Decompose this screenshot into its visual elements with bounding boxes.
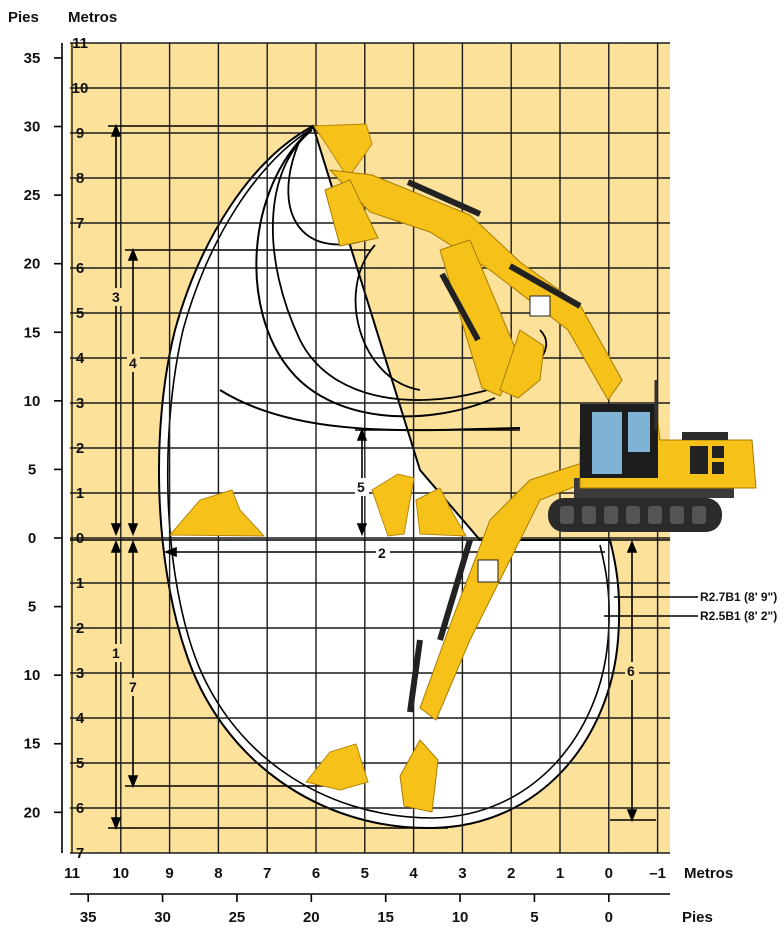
meter-tick-label: 4: [76, 710, 85, 727]
legend-inner-boom: R2.5B1 (8' 2"): [700, 609, 777, 623]
curl-path-1: [255, 129, 496, 418]
meter-tick-label: 1: [76, 575, 84, 592]
feet-tick-label-bottom: 20: [303, 909, 320, 926]
meter-tick-label: 7: [76, 845, 84, 862]
meter-tick-label: 4: [76, 350, 85, 367]
feet-tick-label: 20: [24, 256, 41, 273]
feet-tick-label: 5: [28, 461, 36, 478]
meter-tick-label-bottom: 10: [112, 865, 129, 882]
feet-tick-label: 15: [24, 736, 41, 753]
meter-tick-label-bottom: 8: [214, 865, 222, 882]
dimension-numbers: 3 4 1 7 5 2 6: [110, 288, 639, 696]
meter-tick-label: 6: [76, 260, 84, 277]
meter-tick-label-bottom: –1: [649, 865, 666, 882]
meter-tick-label: 5: [76, 305, 84, 322]
feet-tick-label-bottom: 15: [377, 909, 394, 926]
feet-tick-label: 35: [24, 50, 41, 67]
feet-header-top: Pies: [8, 9, 39, 26]
feet-tick-label: 10: [24, 393, 41, 410]
meter-tick-label-bottom: 6: [312, 865, 320, 882]
meter-tick-label-bottom: 1: [556, 865, 564, 882]
meter-tick-label: 3: [76, 665, 84, 682]
feet-tick-label: 0: [28, 530, 36, 547]
outer-reach-envelope: [158, 124, 621, 830]
feet-label-bottom: Pies: [682, 909, 713, 926]
excavator-body: [548, 380, 757, 532]
meter-tick-label: 2: [76, 620, 84, 637]
meter-tick-label-bottom: 4: [409, 865, 418, 882]
meter-tick-label: 3: [76, 395, 84, 412]
feet-tick-label: 15: [24, 324, 41, 341]
dimension-label-5: 5: [357, 479, 365, 495]
feet-tick-label: 10: [24, 667, 41, 684]
meter-tick-label-bottom: 5: [361, 865, 369, 882]
feet-tick-label: 25: [24, 187, 41, 204]
meter-tick-label: 8: [76, 170, 84, 187]
bucket-positions: [168, 123, 467, 791]
feet-tick-label-bottom: 30: [154, 909, 171, 926]
feet-tick-label-bottom: 25: [229, 909, 246, 926]
feet-tick-label-bottom: 35: [80, 909, 97, 926]
dimension-label-7: 7: [129, 679, 137, 695]
meter-tick-label-bottom: 0: [605, 865, 613, 882]
digging-front-linkage: [399, 461, 593, 813]
raised-front-linkage: [324, 169, 623, 401]
meter-tick-label-bottom: 2: [507, 865, 515, 882]
meter-tick-label: 1: [76, 485, 84, 502]
feet-tick-label-bottom: 5: [530, 909, 538, 926]
meter-tick-label: 7: [76, 215, 84, 232]
legend-outer-boom: R2.7B1 (8' 9"): [700, 590, 777, 604]
feet-tick-label: 5: [28, 599, 36, 616]
reference-lines: [70, 125, 670, 829]
meter-tick-label-bottom: 9: [165, 865, 173, 882]
meter-tick-label: 11: [72, 35, 88, 52]
dimension-label-2: 2: [378, 545, 386, 561]
dimension-arrows: [110, 123, 638, 831]
meter-tick-label: 10: [72, 80, 89, 97]
meter-tick-label: 5: [76, 755, 84, 772]
meter-tick-label: 2: [76, 440, 84, 457]
feet-tick-label: 20: [24, 804, 41, 821]
meter-tick-label: 0: [76, 530, 84, 547]
inner-reach-envelope: [166, 125, 610, 819]
feet-tick-label-bottom: 0: [605, 909, 613, 926]
meter-tick-label-bottom: 3: [458, 865, 466, 882]
bottom-axis: 11 10 9 8 7 6 5 4 3 2 1 0 –135 30 25 20 15 10 5 0: [64, 865, 670, 926]
meters-label-bottom: Metros: [684, 865, 733, 882]
meter-tick-label: 9: [76, 125, 84, 142]
meter-tick-label-bottom: 11: [64, 865, 80, 882]
feet-tick-label: 30: [24, 119, 41, 136]
meter-tick-label: 6: [76, 800, 84, 817]
curl-path-4: [354, 244, 421, 391]
left-axis: 1110987654321012345673530252015105051015…: [24, 35, 89, 862]
dimension-label-4: 4: [129, 355, 137, 371]
feet-tick-label-bottom: 10: [452, 909, 469, 926]
meters-header-top: Metros: [68, 9, 117, 26]
meter-tick-label-bottom: 7: [263, 865, 271, 882]
dimension-label-3: 3: [112, 289, 120, 305]
dimension-label-1: 1: [112, 645, 120, 661]
curl-path-5: [219, 389, 521, 432]
dimension-label-6: 6: [627, 663, 635, 679]
